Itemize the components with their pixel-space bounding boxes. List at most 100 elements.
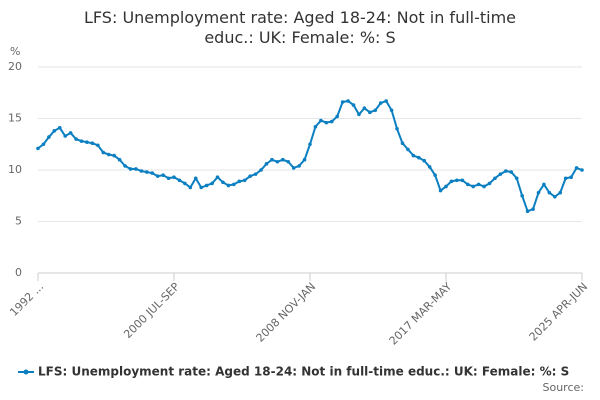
point: [199, 185, 203, 190]
point: [476, 182, 481, 187]
point: [340, 100, 345, 104]
point: [259, 168, 263, 172]
chart-title: LFS: Unemployment rate: Aged 18-24: Not …: [83, 8, 517, 47]
y-tick-label: 5: [15, 215, 22, 228]
point: [155, 174, 160, 178]
source: Source:: [543, 381, 585, 394]
point: [422, 158, 427, 163]
point: [384, 99, 388, 103]
point: [525, 209, 530, 213]
point: [237, 179, 242, 184]
y-tick-label: 0: [15, 266, 22, 279]
point: [308, 142, 312, 147]
point: [504, 169, 508, 173]
point: [177, 178, 182, 183]
point: [270, 157, 274, 162]
point: [514, 176, 519, 181]
point: [368, 110, 372, 115]
point: [335, 114, 340, 119]
x-tick-label: 2025 APR-JUN: [527, 280, 591, 344]
point: [406, 147, 410, 152]
point: [553, 194, 557, 199]
point: [166, 176, 171, 181]
point: [547, 190, 552, 195]
point: [253, 172, 258, 176]
x-tick-label: 1992 ...: [7, 280, 46, 319]
point: [395, 127, 399, 131]
point: [193, 176, 198, 181]
point: [297, 164, 301, 168]
point: [417, 155, 421, 160]
point: [248, 174, 252, 178]
point: [210, 181, 214, 186]
point: [123, 164, 127, 168]
point: [226, 183, 231, 188]
point: [580, 168, 584, 172]
point: [221, 180, 225, 185]
point: [531, 207, 535, 211]
point: [433, 173, 437, 177]
point: [411, 153, 416, 158]
x-tick-label: 2008 NOV-JAN: [254, 280, 319, 345]
point: [264, 162, 269, 166]
point: [85, 140, 89, 144]
x-tick-label: 2017 MAR-MAY: [387, 280, 455, 348]
point: [150, 171, 155, 175]
point: [286, 159, 291, 164]
point: [389, 108, 394, 113]
point: [542, 182, 546, 187]
point: [346, 99, 350, 103]
point: [351, 103, 356, 107]
point: [57, 125, 62, 130]
point: [36, 146, 40, 151]
point: [215, 175, 220, 180]
point: [362, 106, 367, 110]
legend-label: LFS: Unemployment rate: Aged 18-24: Not …: [38, 365, 569, 379]
point: [460, 178, 465, 183]
point: [487, 181, 492, 186]
point: [79, 139, 84, 143]
point: [313, 124, 318, 129]
point: [117, 157, 122, 162]
point: [319, 118, 323, 123]
point: [455, 178, 459, 183]
x-tick-label: 2000 JUL-SEP: [121, 280, 182, 341]
point: [41, 142, 46, 147]
point: [47, 135, 51, 139]
y-tick-label: 20: [8, 60, 22, 73]
point: [373, 108, 378, 113]
point: [520, 193, 524, 198]
point: [536, 190, 541, 195]
point: [134, 167, 138, 171]
point: [281, 157, 285, 162]
point: [204, 183, 209, 188]
point: [378, 101, 383, 105]
point: [509, 170, 514, 174]
point: [465, 182, 470, 187]
point: [172, 175, 176, 180]
y-axis-label: %: [10, 45, 20, 58]
point: [324, 120, 329, 125]
point: [574, 166, 579, 170]
point: [444, 184, 448, 189]
point: [96, 143, 100, 148]
y-tick-label: 15: [8, 112, 22, 125]
legend-marker: [23, 369, 29, 375]
point: [302, 157, 307, 162]
point: [357, 112, 361, 117]
point: [471, 184, 476, 189]
point: [74, 137, 78, 141]
y-tick-label: 10: [8, 163, 22, 176]
point: [400, 141, 405, 146]
point: [558, 190, 563, 195]
point: [482, 184, 486, 189]
point: [493, 176, 497, 181]
point: [242, 178, 247, 183]
point: [101, 150, 106, 155]
point: [161, 173, 165, 177]
point: [145, 170, 149, 174]
point: [275, 159, 280, 164]
point: [63, 134, 67, 138]
